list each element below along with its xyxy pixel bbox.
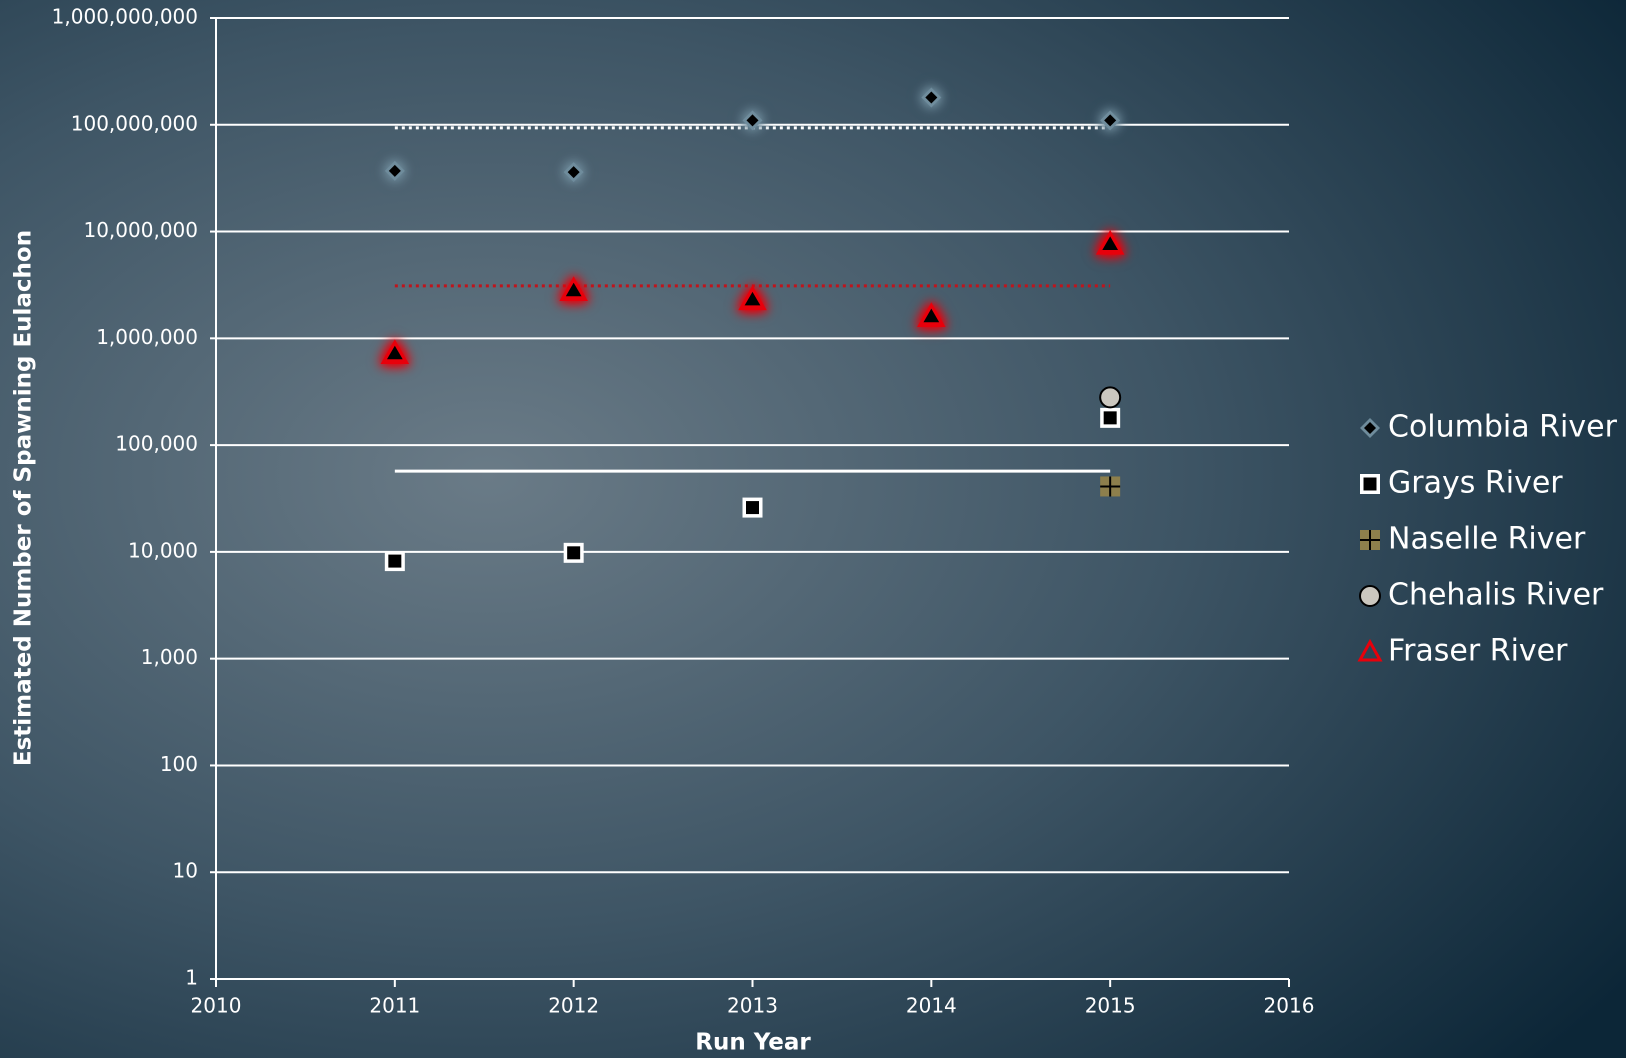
y-tick-label: 100,000,000: [71, 111, 198, 135]
marker-core: [1104, 114, 1117, 127]
legend-marker: [1357, 638, 1383, 662]
x-tick-label: 2012: [548, 994, 599, 1018]
x-tick-label: 2014: [906, 994, 957, 1018]
legend-marker: [1360, 530, 1380, 550]
marker-core: [1360, 530, 1380, 550]
marker-core: [565, 282, 582, 297]
data-point: [1100, 407, 1121, 428]
y-tick-label: 100: [160, 752, 198, 776]
legend-entry: Grays River: [1360, 466, 1563, 501]
marker-core: [1100, 476, 1121, 497]
legend-label: Grays River: [1388, 466, 1563, 501]
data-point: [563, 542, 584, 563]
legend-entry: Columbia River: [1360, 410, 1618, 445]
marker-core: [1363, 477, 1377, 491]
marker-core: [744, 291, 761, 306]
y-tick-label: 10,000: [128, 538, 198, 562]
marker-core: [925, 91, 938, 104]
marker-core: [567, 546, 581, 560]
y-tick-label: 10: [173, 859, 198, 883]
y-tick-label: 1,000,000,000: [52, 5, 198, 29]
data-point: [917, 302, 946, 327]
y-tick-label: 1: [185, 966, 198, 990]
legend-label: Columbia River: [1388, 410, 1618, 445]
data-point: [1100, 110, 1121, 131]
y-axis-title: Estimated Number of Spawning Eulachon: [11, 230, 37, 766]
legend-entry: Naselle River: [1360, 522, 1586, 557]
legend-label: Chehalis River: [1388, 578, 1604, 613]
legend-marker: [1359, 585, 1381, 607]
x-tick-label: 2010: [191, 994, 242, 1018]
data-point: [380, 339, 410, 364]
marker-core: [388, 554, 402, 568]
data-point: [738, 285, 767, 311]
marker-core: [923, 308, 940, 323]
data-point: [742, 497, 763, 518]
marker-core: [567, 166, 580, 179]
data-point: [1095, 229, 1125, 255]
data-point: [563, 162, 584, 183]
legend-label: Fraser River: [1388, 634, 1568, 669]
y-tick-label: 1,000,000: [96, 325, 198, 349]
data-point: [1099, 386, 1122, 409]
legend-label: Naselle River: [1388, 522, 1586, 557]
marker-core: [746, 501, 759, 515]
marker-core: [1364, 422, 1376, 434]
x-tick-label: 2016: [1264, 994, 1315, 1018]
marker-core: [746, 114, 759, 127]
data-point: [384, 551, 405, 572]
x-tick-label: 2011: [369, 994, 420, 1018]
legend-marker: [1360, 474, 1380, 494]
data-point: [921, 87, 942, 108]
data-point: [384, 160, 405, 181]
x-axis-title: Run Year: [695, 1030, 811, 1056]
marker-outline: [1359, 585, 1381, 607]
y-tick-label: 1,000: [141, 645, 198, 669]
marker-core: [386, 345, 403, 360]
y-tick-label: 100,000: [115, 432, 198, 456]
marker-core: [1102, 236, 1119, 251]
data-point: [559, 276, 588, 301]
legend-entry: Fraser River: [1357, 634, 1568, 669]
legend-marker: [1360, 418, 1380, 438]
y-tick-label: 10,000,000: [83, 218, 198, 242]
data-point: [1100, 476, 1121, 497]
marker-core: [1103, 411, 1117, 425]
marker-core: [388, 164, 401, 177]
x-tick-label: 2015: [1085, 994, 1136, 1018]
legend-entry: Chehalis River: [1359, 578, 1604, 613]
data-point: [742, 110, 763, 131]
x-tick-label: 2013: [727, 994, 778, 1018]
marker-outline: [1099, 386, 1122, 409]
